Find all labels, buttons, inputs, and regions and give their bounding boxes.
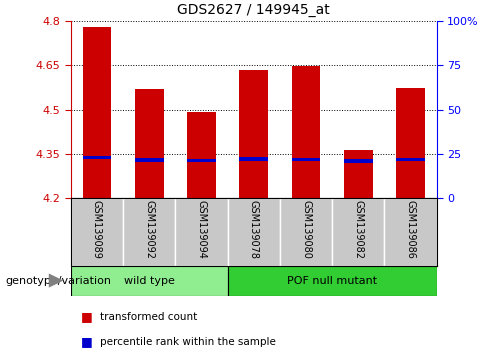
Bar [396, 158, 425, 161]
Text: GSM139082: GSM139082 [353, 200, 364, 259]
Text: percentile rank within the sample: percentile rank within the sample [100, 337, 276, 347]
Bar [344, 159, 373, 163]
Bar [187, 159, 216, 162]
Bar [332, 198, 385, 266]
Text: GSM139080: GSM139080 [301, 200, 311, 259]
Bar [385, 198, 437, 266]
Text: GSM139094: GSM139094 [197, 200, 206, 259]
Bar [187, 112, 216, 198]
Bar [344, 150, 373, 198]
Text: ■: ■ [81, 310, 92, 323]
Polygon shape [49, 273, 63, 287]
Text: GSM139089: GSM139089 [92, 200, 102, 259]
Bar [292, 66, 321, 198]
Bar [175, 198, 227, 266]
Text: GSM139092: GSM139092 [144, 200, 154, 259]
Bar [71, 198, 123, 266]
Bar [240, 70, 268, 198]
Text: genotype/variation: genotype/variation [5, 275, 111, 286]
Bar [82, 156, 111, 159]
Text: transformed count: transformed count [100, 312, 197, 322]
Bar [123, 198, 175, 266]
Bar [71, 266, 227, 296]
Bar [82, 27, 111, 198]
Text: ■: ■ [81, 335, 92, 348]
Text: POF null mutant: POF null mutant [287, 275, 377, 286]
Bar [227, 266, 437, 296]
Title: GDS2627 / 149945_at: GDS2627 / 149945_at [177, 4, 330, 17]
Bar [227, 198, 280, 266]
Bar [280, 198, 332, 266]
Text: GSM139078: GSM139078 [249, 200, 259, 259]
Bar [396, 87, 425, 198]
Bar [240, 157, 268, 161]
Text: GSM139086: GSM139086 [406, 200, 416, 259]
Text: wild type: wild type [124, 275, 175, 286]
Bar [292, 158, 321, 161]
Bar [135, 158, 163, 162]
Bar [135, 89, 163, 198]
